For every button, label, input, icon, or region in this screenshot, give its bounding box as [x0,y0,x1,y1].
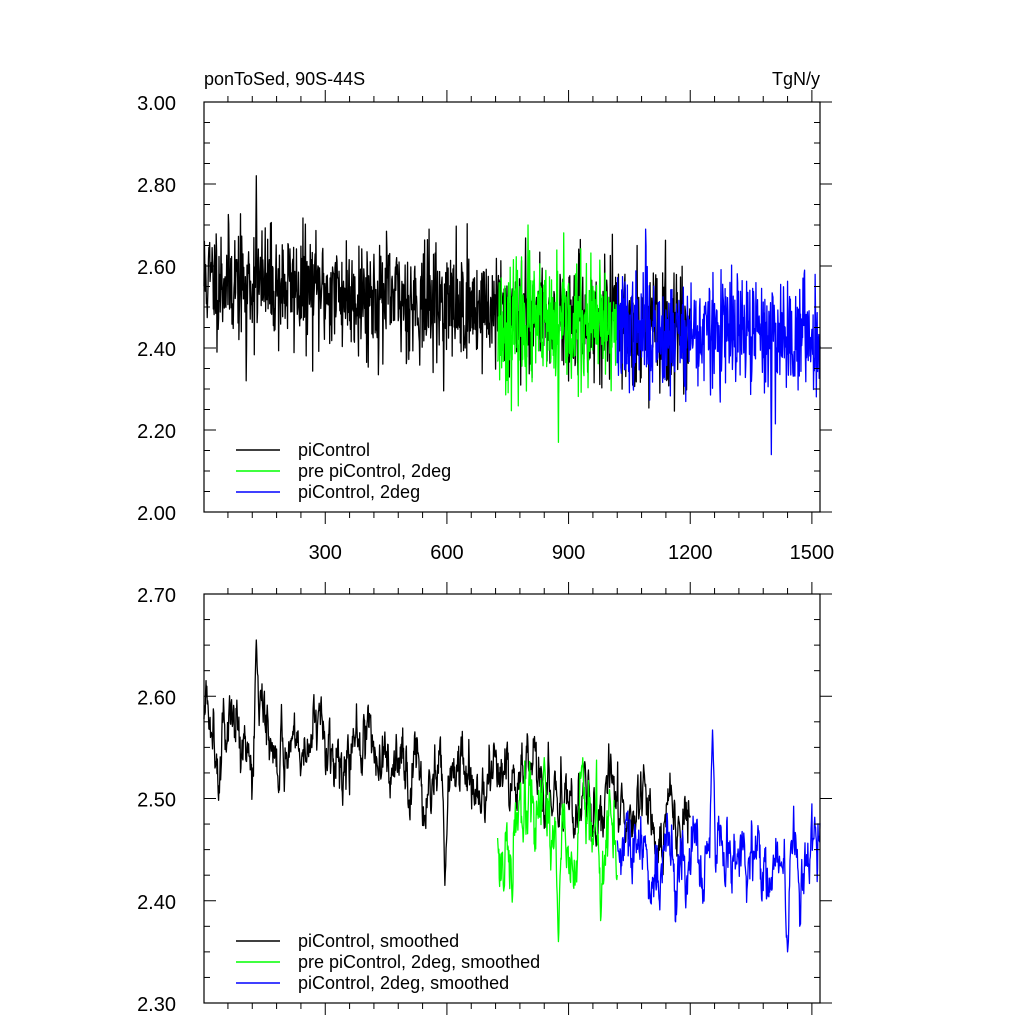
bottom-legend-label-1: piControl, smoothed [298,931,459,951]
top-series-line-2 [496,224,618,443]
top-xtick-label-2: 600 [430,542,463,564]
top-series-line-1 [203,175,691,412]
bottom-series-line-2 [496,756,618,943]
top-ytick-label-3: 2.40 [137,339,176,361]
bottom-legend-label-2: pre piControl, 2deg, smoothed [298,952,540,972]
top-xtick-label-4: 1200 [668,542,713,564]
bottom-plot-frame [203,593,821,1004]
top-legend-label-3: piControl, 2deg [298,482,420,502]
bottom-series-line-3 [616,729,821,953]
top-ytick-label-6: 3.00 [137,93,176,115]
top-series-line-3 [616,228,821,456]
bottom-panel: 2.30 2.40 2.50 2.60 2.70 piControl, smoothed… [137,582,832,1016]
top-xtick-label-1: 300 [309,542,342,564]
bottom-ytick-label-5: 2.70 [137,585,176,607]
top-series-lines [203,175,821,456]
bottom-ytick-label-1: 2.30 [137,994,176,1016]
top-legend-label-2: pre piControl, 2deg [298,461,451,481]
top-plot-frame [203,101,821,513]
top-legend-label-1: piControl [298,440,370,460]
bottom-series-line-1 [203,639,691,887]
top-ytick-label-4: 2.60 [137,257,176,279]
top-ytick-label-5: 2.80 [137,175,176,197]
bottom-ytick-label-2: 2.40 [137,892,176,914]
bottom-ytick-label-4: 2.60 [137,687,176,709]
top-xtick-label-3: 900 [552,542,585,564]
top-panel: ponToSed, 90S-44S TgN/y 2.00 2.20 2.40 2.60… [137,69,834,564]
bottom-legend-label-3: piControl, 2deg, smoothed [298,973,509,993]
bottom-series-lines [203,639,821,953]
top-ytick-label-1: 2.00 [137,503,176,525]
bottom-axis-ticks: 2.30 2.40 2.50 2.60 2.70 [137,582,832,1016]
top-title-right: TgN/y [772,69,820,89]
top-xtick-label-5: 1500 [790,542,835,564]
top-axis-ticks: 2.00 2.20 2.40 2.60 2.80 3.00 300 600 900 1200 150… [137,90,834,564]
top-title-left: ponToSed, 90S-44S [204,69,365,89]
bottom-ytick-label-3: 2.50 [137,790,176,812]
top-ytick-label-2: 2.20 [137,421,176,443]
